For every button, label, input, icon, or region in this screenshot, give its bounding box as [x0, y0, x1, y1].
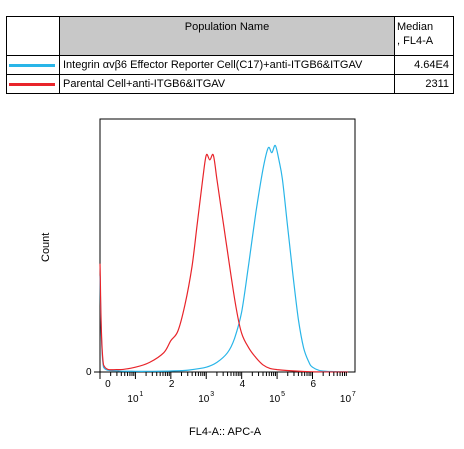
series-line-parental-cell	[99, 153, 348, 373]
y-axis-title: Count	[40, 233, 52, 262]
x-tick-label: 10	[340, 394, 352, 405]
legend-header-population-name: Population Name	[59, 16, 395, 56]
x-tick-exponent: 3	[210, 391, 214, 398]
legend-header-swatch-cell	[6, 16, 60, 56]
median-header-line1: Median	[397, 21, 434, 33]
legend-population-name: Integrin αvβ6 Effector Reporter Cell(C17…	[59, 55, 395, 75]
x-tick-label: 10	[269, 394, 281, 405]
x-tick-label: 10	[127, 394, 139, 405]
series-line-reporter-cell	[99, 144, 348, 373]
x-tick-exponent: 2	[169, 379, 175, 390]
x-tick-exponent: 0	[105, 379, 111, 390]
plot-frame	[99, 118, 356, 373]
legend-swatch-cell	[6, 55, 60, 75]
x-axis: 10 1 10 3 10 5 10 70 2 4 6	[99, 372, 356, 405]
median-header-line2: , FL4-A	[397, 35, 434, 47]
legend-median-value: 4.64E4	[394, 55, 454, 75]
legend-row: Parental Cell+anti-ITGB6&ITGAV 2311	[6, 74, 454, 94]
y-tick-label: 0	[86, 367, 92, 378]
series-layer	[99, 144, 348, 373]
legend-population-name: Parental Cell+anti-ITGB6&ITGAV	[59, 74, 395, 94]
x-tick-exponent: 7	[352, 391, 356, 398]
legend-row: Integrin αvβ6 Effector Reporter Cell(C17…	[6, 55, 454, 75]
legend-swatch-cell	[6, 74, 60, 94]
legend-swatch-blue	[9, 63, 55, 67]
x-tick-label: 10	[198, 394, 210, 405]
legend-swatch-red	[9, 82, 55, 86]
x-axis-title: FL4-A:: APC-A	[189, 426, 262, 438]
x-tick-exponent: 4	[240, 379, 246, 390]
legend-header-median: Median , FL4-A	[394, 16, 454, 56]
x-tick-exponent: 5	[281, 391, 285, 398]
x-tick-exponent: 6	[311, 379, 317, 390]
x-tick-exponent: 1	[139, 391, 143, 398]
legend-median-value: 2311	[394, 74, 454, 94]
legend-header-row: Population Name Median , FL4-A	[6, 16, 454, 56]
population-legend-table: Population Name Median , FL4-A Integrin α…	[6, 16, 454, 94]
